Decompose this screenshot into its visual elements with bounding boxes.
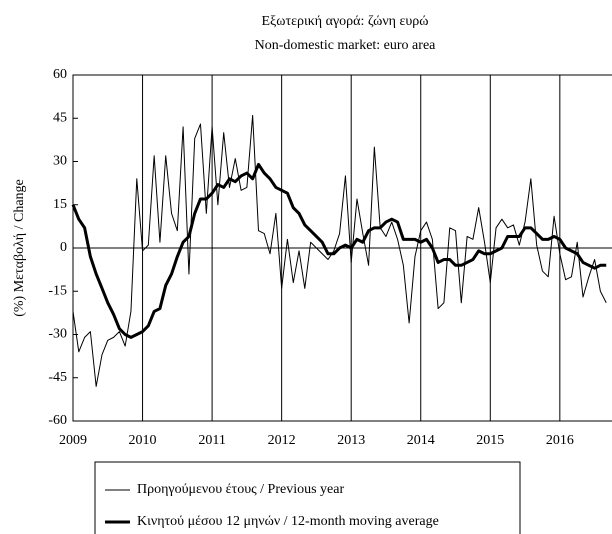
- y-tick-label: 30: [53, 154, 67, 169]
- y-tick-label: -45: [48, 370, 67, 385]
- x-tick-label: 2011: [198, 433, 225, 448]
- x-tick-label: 2012: [268, 433, 296, 448]
- x-tick-label: 2009: [59, 433, 87, 448]
- y-tick-label: -60: [48, 413, 67, 428]
- legend-label: Κινητού μέσου 12 μηνών / 12-month moving…: [137, 514, 439, 529]
- legend-box: [94, 461, 521, 534]
- y-tick-label: 0: [60, 240, 67, 255]
- x-tick-label: 2013: [337, 433, 365, 448]
- series-line: [71, 162, 607, 339]
- chart-title: Εξωτερική αγορά: ζώνη ευρώ: [261, 14, 428, 29]
- x-tick-label: 2016: [546, 433, 574, 448]
- y-axis-label: (%) Μεταβολή / Change: [12, 179, 27, 317]
- x-tick-label: 2015: [476, 433, 504, 448]
- x-tick-label: 2014: [407, 433, 435, 448]
- y-tick-label: -15: [48, 283, 67, 298]
- chart-subtitle: Non-domestic market: euro area: [255, 38, 437, 53]
- y-tick-label: 60: [53, 67, 67, 82]
- y-tick-label: 45: [53, 110, 67, 125]
- legend-label: Προηγούμενου έτους / Previous year: [137, 482, 344, 497]
- series-line: [72, 114, 607, 387]
- y-tick-label: 15: [53, 197, 67, 212]
- y-tick-label: -30: [48, 327, 67, 342]
- x-tick-label: 2010: [129, 433, 157, 448]
